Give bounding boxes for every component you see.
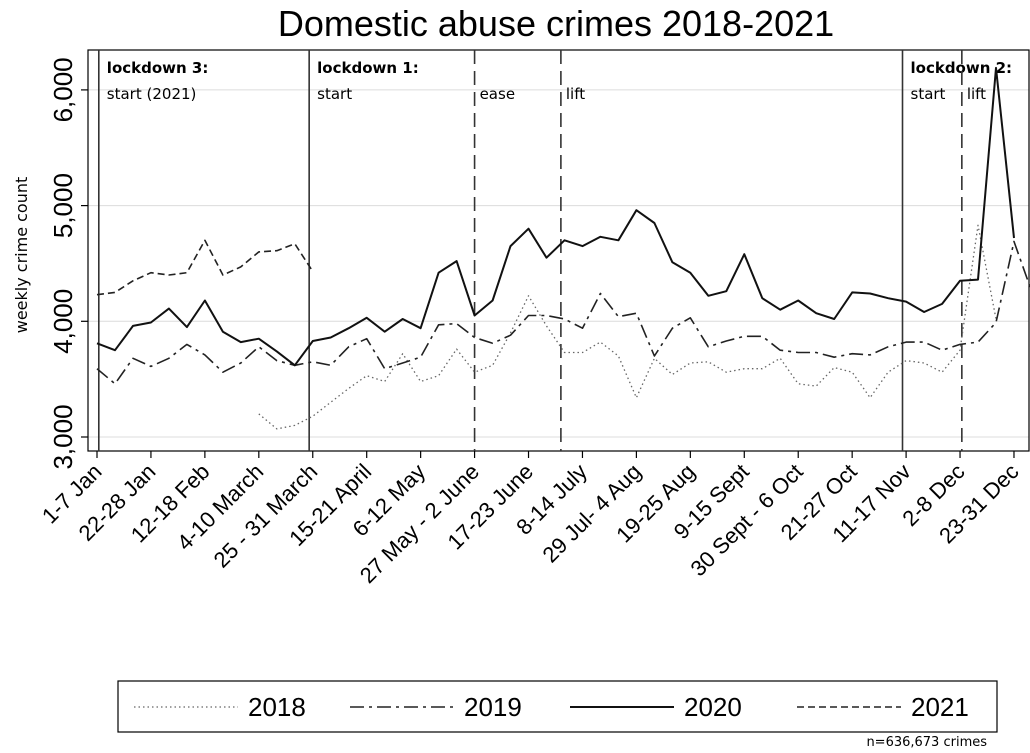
y-tick-label-5000: 5,000: [48, 173, 78, 238]
legend-label-2019: 2019: [464, 692, 522, 722]
event-title-5: lockdown 2:: [911, 59, 1013, 77]
event-label-4: lift: [566, 85, 585, 103]
series-lines: [96, 66, 1030, 430]
legend-box: [117, 680, 998, 733]
y-tick-label-6000: 6,000: [48, 57, 78, 122]
legend-label-2021: 2021: [911, 692, 969, 722]
gridlines: [88, 89, 1029, 438]
chart-title: Domestic abuse crimes 2018-2021: [278, 3, 834, 44]
event-title-1: lockdown 3:: [107, 59, 209, 77]
y-tick-label-4000: 4,000: [48, 289, 78, 354]
series-line-2021: [96, 239, 314, 296]
event-label-6: lift: [967, 85, 986, 103]
event-label-3: ease: [480, 85, 515, 103]
plot-frame: [87, 49, 1030, 452]
y-axis-label: weekly crime count: [12, 177, 31, 334]
event-markers: lockdown 3: start (2021) lockdown 1: start e…: [97, 50, 1013, 451]
y-tick-label-3000: 3,000: [48, 404, 78, 469]
y-axis: 3,000 4,000 5,000 6,000: [48, 57, 88, 470]
legend: 2018 2019 2020 2021: [117, 680, 998, 733]
event-label-2: start: [317, 85, 352, 103]
series-line-2020: [96, 66, 1015, 367]
event-label-1: start (2021): [107, 85, 197, 103]
series-line-2018: [258, 224, 997, 430]
series-line-2019: [96, 240, 1030, 385]
sample-size-note: n=636,673 crimes: [866, 735, 987, 750]
event-title-2: lockdown 1:: [317, 59, 419, 77]
event-label-5: start: [911, 85, 946, 103]
legend-label-2018: 2018: [248, 692, 306, 722]
legend-label-2020: 2020: [684, 692, 742, 722]
